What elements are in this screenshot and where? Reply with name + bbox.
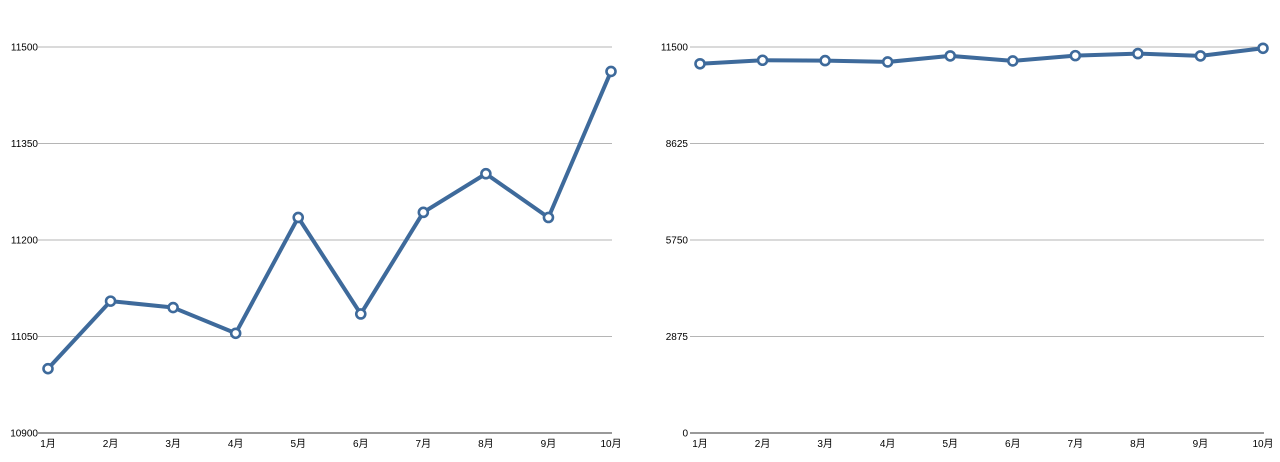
- x-tick-label: 4月: [228, 438, 244, 450]
- data-point: [104, 295, 117, 307]
- data-point: [229, 327, 242, 340]
- data-point: [944, 50, 957, 62]
- x-tick-label: 4月: [880, 438, 896, 450]
- y-tick-label: 10900: [10, 429, 38, 440]
- data-point: [881, 56, 894, 68]
- data-point: [1257, 42, 1269, 55]
- x-tick-label: 3月: [165, 438, 181, 450]
- y-tick-label: 8625: [666, 139, 689, 150]
- y-tick-label: 11050: [11, 332, 39, 343]
- data-point: [292, 211, 305, 224]
- data-point: [542, 211, 555, 224]
- x-tick-label: 10月: [600, 438, 621, 450]
- x-tick-label: 1月: [692, 438, 708, 450]
- data-point: [417, 206, 430, 219]
- x-tick-label: 10月: [1252, 438, 1273, 450]
- data-point: [1132, 47, 1144, 60]
- data-point: [480, 167, 492, 180]
- x-tick-label: 8月: [478, 438, 494, 450]
- data-point: [1069, 49, 1082, 62]
- x-tick-label: 5月: [290, 438, 306, 450]
- data-point: [1006, 55, 1019, 67]
- y-tick-label: 5750: [666, 236, 689, 247]
- x-tick-label: 3月: [817, 438, 833, 450]
- y-tick-label: 11350: [11, 139, 39, 150]
- x-tick-label: 8月: [1130, 438, 1146, 450]
- x-tick-label: 9月: [1193, 438, 1209, 450]
- y-tick-label: 2875: [666, 332, 689, 343]
- data-point: [167, 301, 179, 314]
- x-tick-label: 7月: [1068, 438, 1084, 450]
- x-tick-label: 6月: [1005, 438, 1021, 450]
- x-tick-label: 5月: [942, 438, 958, 450]
- y-tick-label: 11500: [11, 43, 39, 54]
- data-point: [605, 65, 617, 78]
- y-tick-label: 0: [682, 429, 688, 440]
- x-tick-label: 2月: [103, 438, 119, 450]
- x-tick-label: 1月: [40, 438, 56, 450]
- series-line: [698, 46, 1265, 66]
- data-point: [354, 308, 367, 320]
- x-tick-label: 9月: [541, 438, 557, 450]
- data-point: [756, 54, 769, 67]
- x-tick-label: 7月: [416, 438, 432, 450]
- y-tick-label: 11500: [661, 43, 689, 54]
- data-point: [819, 54, 831, 67]
- data-point: [1194, 50, 1207, 62]
- data-point: [42, 362, 54, 375]
- y-tick-label: 11200: [11, 236, 39, 247]
- x-tick-label: 2月: [755, 438, 771, 450]
- series-line: [46, 69, 613, 371]
- x-tick-label: 6月: [353, 438, 369, 450]
- data-point: [694, 57, 706, 70]
